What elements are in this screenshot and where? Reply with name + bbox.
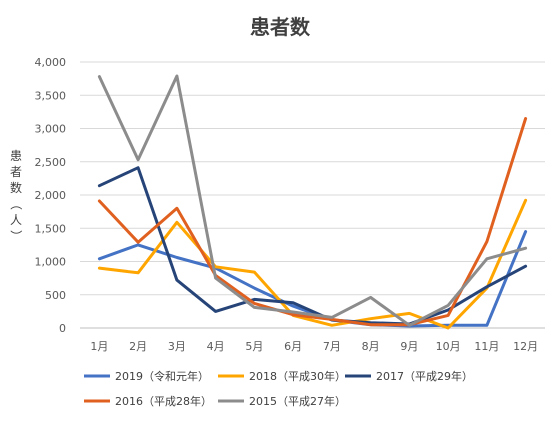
- x-tick-label: 8月: [362, 340, 380, 353]
- y-axis-label: 患者数 （ 人 ）: [9, 149, 23, 242]
- series-line-3: [97, 117, 528, 327]
- legend-label: 2018（平成30年）: [249, 369, 346, 383]
- x-tick-label: 10月: [436, 340, 461, 353]
- y-axis-label-char: 患: [10, 149, 22, 163]
- y-tick-label: 1,000: [35, 256, 67, 269]
- y-axis-label-char: ）: [9, 230, 23, 242]
- legend-label: 2019（令和元年）: [115, 369, 209, 383]
- y-tick-label: 3,500: [35, 89, 67, 102]
- y-tick-label: 500: [45, 289, 66, 302]
- y-tick-label: 2,500: [35, 156, 67, 169]
- x-tick-label: 12月: [513, 340, 538, 353]
- series-line-4: [97, 74, 528, 327]
- x-tick-label: 7月: [323, 340, 341, 353]
- legend-item-1: 2018（平成30年）: [218, 369, 346, 383]
- series-line-0: [97, 230, 528, 328]
- x-tick-label: 6月: [284, 340, 302, 353]
- x-tick-label: 1月: [90, 340, 108, 353]
- x-axis-ticks: 1月 2月 3月 4月 5月 6月 7月 8月 9月 10月 11月 12月: [90, 340, 538, 353]
- x-tick-label: 4月: [207, 340, 225, 353]
- legend-label: 2015（平成27年）: [249, 394, 346, 408]
- y-axis-label-char: 者: [10, 165, 22, 179]
- x-tick-label: 9月: [400, 340, 418, 353]
- series-line-1: [97, 198, 528, 330]
- y-axis-label-char: （: [9, 198, 23, 210]
- x-tick-label: 11月: [474, 340, 499, 353]
- gridlines: [80, 61, 545, 329]
- legend-label: 2017（平成29年）: [376, 369, 473, 383]
- legend: 2019（令和元年） 2018（平成30年） 2017（平成29年） 2016（平成2…: [84, 369, 473, 408]
- chart-title: 患者数: [250, 15, 311, 39]
- series-line-2: [97, 166, 528, 326]
- x-tick-label: 3月: [168, 340, 186, 353]
- legend-item-4: 2015（平成27年）: [218, 394, 346, 408]
- y-tick-label: 2,000: [35, 189, 67, 202]
- series-lines: [97, 74, 528, 330]
- legend-item-0: 2019（令和元年）: [84, 369, 209, 383]
- legend-label: 2016（平成28年）: [115, 394, 212, 408]
- y-axis-label-char: 数: [10, 180, 22, 195]
- legend-item-2: 2017（平成29年）: [345, 369, 473, 383]
- y-tick-label: 1,500: [35, 222, 67, 235]
- x-tick-label: 2月: [129, 340, 147, 353]
- y-tick-label: 3,000: [35, 123, 67, 136]
- y-tick-label: 0: [59, 322, 66, 335]
- legend-item-3: 2016（平成28年）: [84, 394, 212, 408]
- x-tick-label: 5月: [245, 340, 263, 353]
- y-tick-label: 4,000: [35, 56, 67, 69]
- y-axis-ticks: 0 500 1,000 1,500 2,000 2,500 3,000 3,500 4,000: [35, 56, 67, 335]
- y-axis-label-char: 人: [10, 213, 22, 227]
